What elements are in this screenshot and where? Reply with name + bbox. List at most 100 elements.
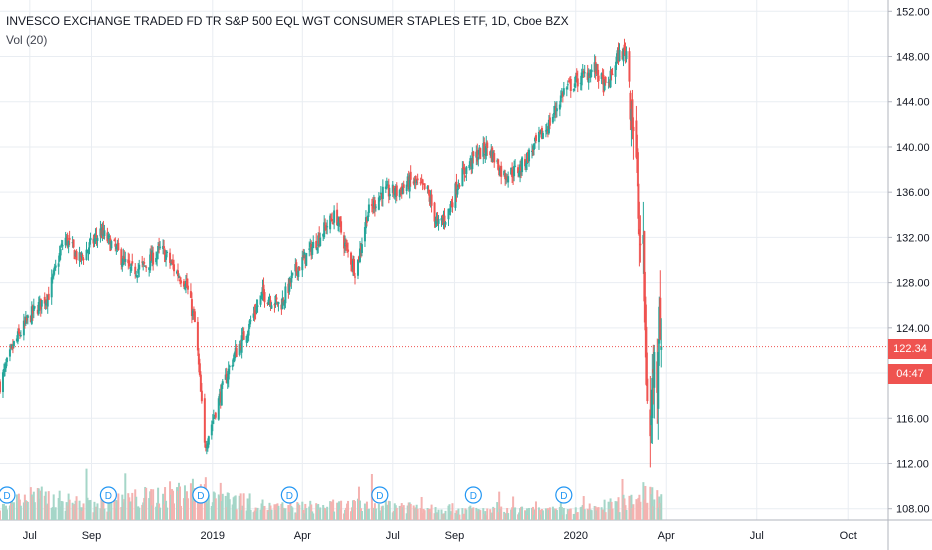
candle-body — [315, 240, 318, 249]
candle-body — [245, 335, 248, 343]
volume-bar — [298, 505, 301, 520]
y-tick-label: 148.00 — [896, 52, 930, 64]
candle-body — [339, 217, 342, 223]
volume-bar — [496, 502, 499, 520]
candle-body — [392, 185, 395, 195]
x-tick-label: Apr — [658, 530, 675, 542]
candle-body — [541, 133, 544, 139]
candle-body — [114, 243, 117, 247]
volume-bar — [395, 507, 398, 520]
volume-bar — [576, 512, 579, 520]
candle-body — [323, 222, 326, 238]
volume-bar — [604, 512, 607, 520]
candle-body — [555, 108, 558, 112]
candle-body — [650, 415, 653, 426]
candle-body — [37, 301, 40, 314]
candle-body — [26, 315, 29, 318]
candle-body — [193, 311, 196, 323]
volume-bar — [12, 502, 15, 520]
volume-bar — [186, 498, 189, 520]
candle-body — [82, 258, 85, 260]
candle-body — [22, 320, 25, 336]
candle-body — [587, 73, 590, 83]
candle-body — [566, 84, 569, 86]
candle-body — [115, 246, 118, 250]
candle-body — [347, 249, 350, 252]
volume-bar — [437, 509, 440, 520]
volume-bar — [291, 507, 294, 520]
candle-body — [576, 78, 579, 87]
candle-body — [312, 242, 315, 249]
candle-body — [163, 246, 166, 249]
candle-body — [16, 331, 19, 342]
candle-body — [227, 368, 230, 380]
candle-body — [567, 81, 570, 83]
volume-bar — [145, 487, 148, 520]
candle-body — [200, 390, 203, 402]
candle-body — [574, 75, 577, 83]
y-tick-label: 108.00 — [896, 504, 930, 516]
candle-body — [525, 163, 528, 168]
volume-bar — [409, 503, 412, 520]
candle-body — [644, 296, 647, 331]
dividend-marker-label: D — [286, 491, 293, 502]
candle-body — [207, 436, 210, 445]
volume-bar — [263, 505, 266, 520]
candle-body — [231, 365, 234, 367]
volume-bar — [367, 508, 370, 520]
candle-body — [465, 166, 468, 174]
candle-body — [122, 255, 125, 265]
volume-bar — [19, 505, 22, 520]
candle-body — [67, 240, 70, 248]
candle-body — [456, 188, 459, 195]
candle-body — [331, 219, 334, 221]
candle-body — [210, 424, 213, 436]
dividend-marker — [0, 486, 16, 504]
candle-body — [622, 47, 625, 62]
candle-body — [284, 286, 287, 304]
candle-body — [486, 142, 489, 149]
candle-body — [468, 164, 471, 169]
volume-bar — [611, 508, 614, 520]
candle-body — [43, 296, 46, 304]
candle-body — [182, 281, 185, 287]
candle-body — [273, 304, 276, 306]
candle-body — [513, 165, 516, 177]
candle-body — [128, 260, 131, 267]
candle-body — [623, 44, 626, 50]
candle-body — [639, 243, 642, 246]
candle-body — [336, 209, 339, 225]
candle-body — [657, 351, 660, 409]
candle-body — [405, 184, 408, 191]
candle-body — [476, 150, 479, 162]
x-tick-label: Jul — [750, 530, 764, 542]
candle-body — [176, 270, 179, 277]
candle-body — [46, 295, 49, 307]
volume-bar — [541, 510, 544, 520]
candle-body — [524, 159, 527, 167]
candle-body — [301, 257, 304, 271]
volume-bar — [326, 506, 329, 520]
candle-body — [629, 92, 632, 120]
volume-bar — [85, 468, 88, 520]
candle-body — [350, 252, 353, 265]
candle-body — [537, 131, 540, 143]
volume-bar — [150, 489, 153, 520]
candle-body — [401, 187, 404, 195]
volume-bar — [242, 493, 245, 520]
candle-body — [521, 157, 524, 173]
volume-bar — [486, 508, 489, 520]
candle-body — [387, 184, 390, 197]
candle-body — [214, 412, 217, 418]
volume-bar — [639, 501, 642, 520]
candle-body — [72, 239, 75, 248]
volume-indicator-label: Vol (20) — [6, 33, 48, 47]
volume-bar — [360, 510, 363, 520]
candle-body — [628, 51, 631, 82]
candle-body — [340, 221, 343, 233]
candle-body — [414, 175, 417, 183]
candle-body — [249, 320, 252, 322]
candle-body — [283, 300, 286, 306]
candle-body — [252, 313, 255, 318]
candle-body — [583, 72, 586, 74]
